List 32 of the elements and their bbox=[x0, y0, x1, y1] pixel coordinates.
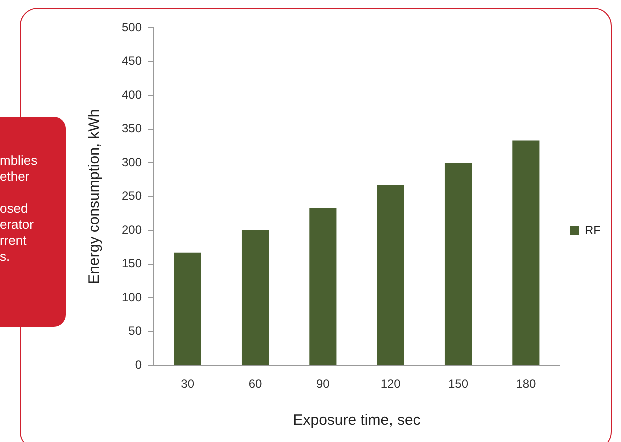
x-tick-label: 90 bbox=[316, 377, 330, 392]
bar bbox=[377, 185, 404, 366]
bar bbox=[512, 140, 540, 366]
text: erator bbox=[0, 217, 35, 233]
x-axis-title: Exposure time, sec bbox=[293, 412, 422, 430]
text: mblies bbox=[0, 153, 39, 169]
y-tick-label: 450 bbox=[122, 54, 142, 68]
y-tick-label: 500 bbox=[122, 20, 142, 34]
bar bbox=[310, 208, 337, 366]
bar bbox=[444, 163, 472, 366]
x-tick-label: 150 bbox=[448, 377, 469, 392]
legend-label: RF bbox=[585, 223, 602, 238]
y-tick-label: 0 bbox=[135, 358, 142, 372]
x-tick-label: 30 bbox=[181, 377, 195, 392]
text: s. bbox=[0, 249, 12, 265]
x-tick-label: 120 bbox=[380, 377, 402, 392]
y-tick-label: 250 bbox=[122, 189, 142, 204]
text: rrent bbox=[0, 233, 28, 249]
y-tick-label: 150 bbox=[122, 256, 142, 271]
x-tick-label: 180 bbox=[516, 377, 537, 392]
bar bbox=[242, 230, 270, 366]
x-tick-label: 60 bbox=[248, 377, 263, 392]
y-tick-label: 50 bbox=[128, 324, 142, 338]
y-tick-label: 350 bbox=[122, 122, 142, 136]
y-tick-label: 400 bbox=[122, 88, 142, 102]
y-axis-title: Energy consumption, kWh bbox=[86, 109, 104, 284]
y-tick-label: 100 bbox=[122, 290, 142, 304]
bar bbox=[174, 252, 202, 366]
text: ether bbox=[0, 169, 31, 185]
text: osed bbox=[0, 201, 30, 217]
y-tick-label: 200 bbox=[122, 222, 142, 237]
y-tick-label: 300 bbox=[122, 155, 142, 170]
